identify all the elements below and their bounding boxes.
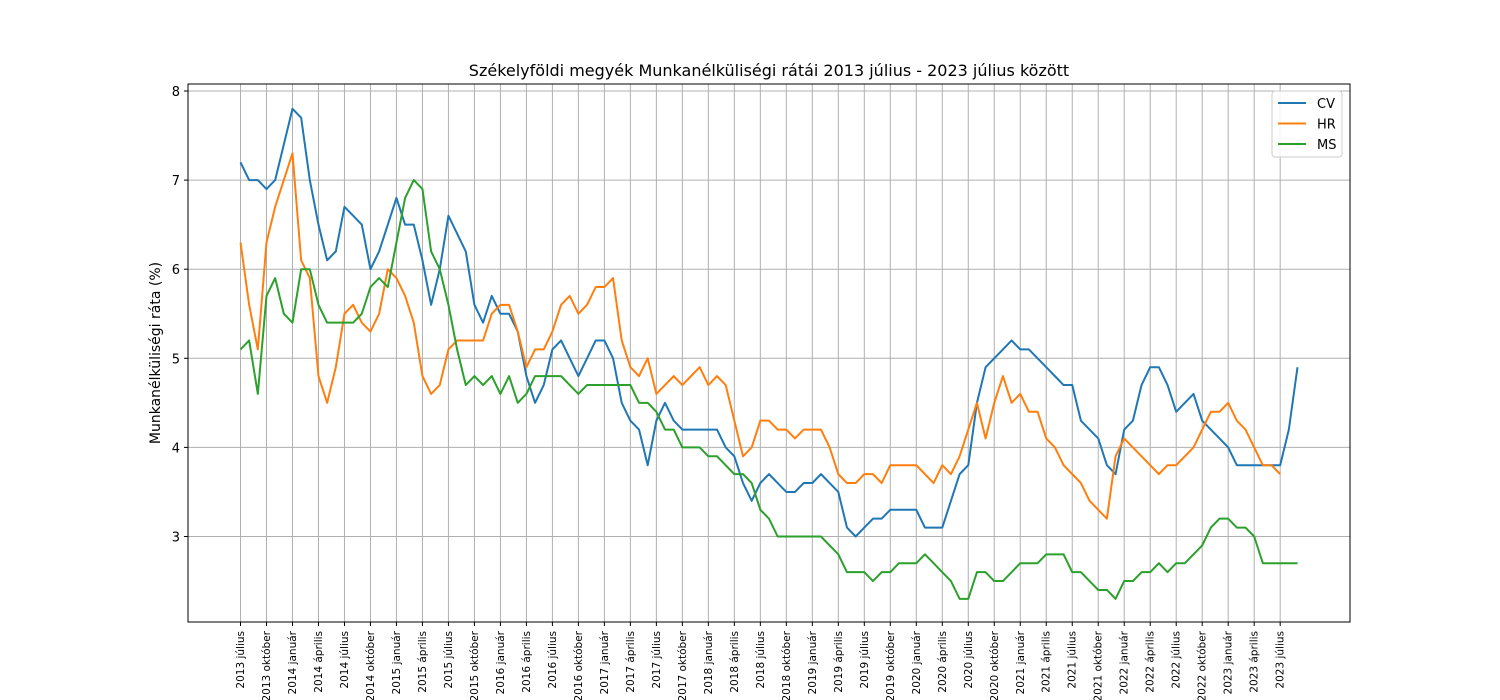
x-tick-label: 2020 október [989, 630, 1001, 700]
y-axis-label: Munkanélküliségi ráta (%) [148, 262, 164, 444]
legend-label-ms: MS [1317, 138, 1336, 153]
x-tick-label: 2020 január [911, 630, 923, 694]
legend-label-hr: HR [1317, 118, 1336, 133]
y-tick-label: 8 [172, 85, 180, 100]
x-tick-label: 2015 április [417, 631, 429, 693]
x-tick-label: 2015 július [443, 631, 455, 689]
x-tick-label: 2018 július [755, 631, 767, 689]
x-tick-label: 2019 július [859, 631, 871, 689]
x-tick-label: 2022 július [1171, 631, 1183, 689]
x-tick-label: 2017 január [599, 630, 611, 694]
x-tick-label: 2021 április [1041, 631, 1053, 693]
series-lines [239, 107, 1299, 600]
x-tick-label: 2016 április [521, 631, 533, 693]
x-tick-label: 2014 július [339, 631, 351, 689]
x-tick-label: 2013 július [235, 631, 247, 689]
y-axis: 3 4 5 6 7 8 [172, 85, 188, 546]
x-tick-label: 2017 október [677, 630, 689, 700]
x-tick-label: 2019 január [807, 630, 819, 694]
legend-label-cv: CV [1317, 97, 1335, 112]
x-tick-label: 2022 október [1197, 630, 1209, 700]
x-tick-label: 2022 április [1145, 631, 1157, 693]
y-tick-label: 3 [172, 531, 180, 546]
x-tick-label: 2014 október [365, 630, 377, 700]
x-axis: 2013 július 2013 október 2014 január 2014 á… [235, 622, 1287, 700]
x-tick-label: 2017 április [625, 631, 637, 693]
plot-frame [187, 83, 1351, 623]
x-tick-label: 2018 október [781, 630, 793, 700]
y-tick-label: 5 [172, 352, 180, 367]
grid-lines [188, 84, 1350, 622]
legend: CV HR MS [1271, 90, 1343, 158]
x-tick-label: 2015 október [469, 630, 481, 700]
x-tick-label: 2020 április [937, 631, 949, 693]
series-line-cv [239, 107, 1299, 538]
x-tick-label: 2020 július [963, 631, 975, 689]
x-tick-label: 2023 április [1249, 631, 1261, 693]
x-tick-label: 2023 január [1223, 630, 1235, 694]
x-tick-label: 2014 április [313, 631, 325, 693]
x-tick-label: 2015 január [391, 630, 403, 694]
x-tick-label: 2016 január [495, 630, 507, 694]
x-tick-label: 2022 január [1119, 630, 1131, 694]
x-tick-label: 2018 január [703, 630, 715, 694]
x-tick-label: 2023 július [1275, 631, 1287, 689]
x-tick-label: 2013 október [261, 630, 273, 700]
y-tick-label: 7 [172, 174, 180, 189]
x-tick-label: 2021 július [1067, 631, 1079, 689]
chart-title: Székelyföldi megyék Munkanélküliségi rát… [469, 61, 1069, 80]
x-tick-label: 2018 április [729, 631, 741, 693]
x-tick-label: 2014 január [287, 630, 299, 694]
x-tick-label: 2016 július [547, 631, 559, 689]
legend-box [1271, 90, 1343, 158]
x-tick-label: 2019 április [833, 631, 845, 693]
series-line-ms [239, 179, 1298, 600]
y-tick-label: 6 [172, 263, 180, 278]
x-tick-label: 2017 július [651, 631, 663, 689]
y-tick-label: 4 [172, 441, 180, 456]
series-line-hr [239, 152, 1281, 520]
x-tick-label: 2019 október [885, 630, 897, 700]
x-tick-label: 2021 január [1015, 630, 1027, 694]
x-tick-label: 2021 október [1093, 630, 1105, 700]
x-tick-label: 2016 október [573, 630, 585, 700]
